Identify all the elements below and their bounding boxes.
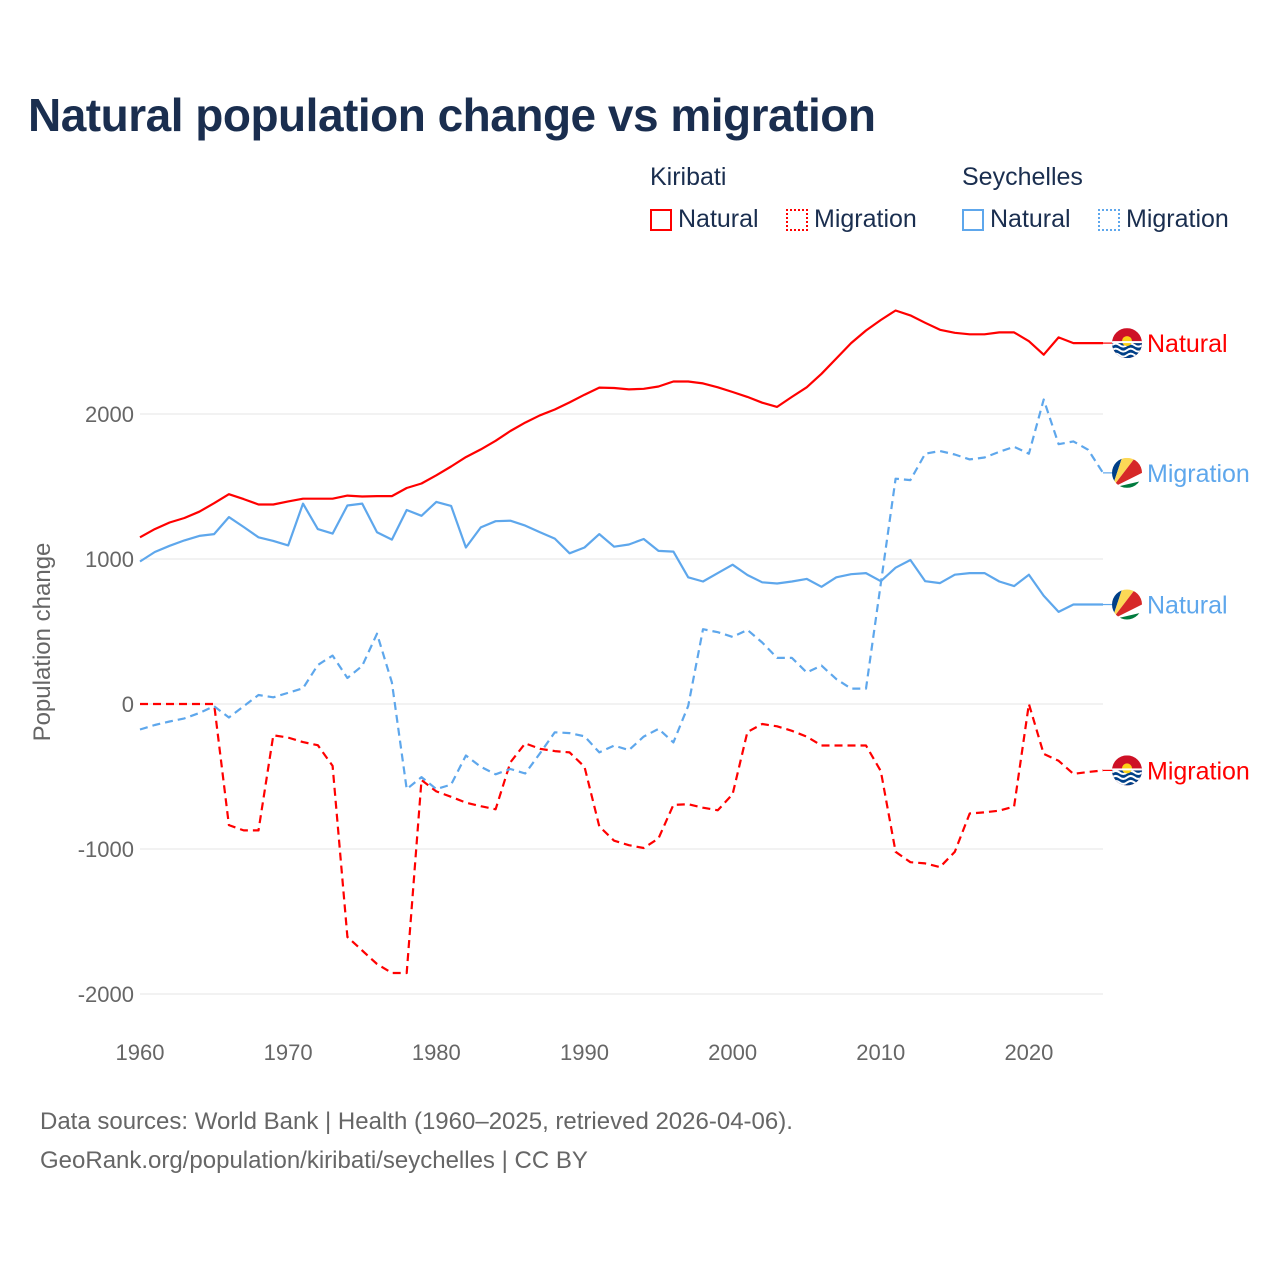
seychelles-flag-icon	[1112, 589, 1142, 620]
x-tick-label: 2020	[1004, 1040, 1053, 1065]
series-line-kiribati-migration	[140, 702, 1104, 975]
legend-label: Migration	[814, 205, 917, 233]
y-tick-label: 1000	[85, 547, 134, 572]
flag-wave	[1112, 347, 1142, 353]
flag-line	[1112, 341, 1142, 344]
x-tick-label: 1990	[560, 1040, 609, 1065]
flag-body	[1112, 589, 1142, 620]
legend-swatch-solid	[962, 208, 984, 231]
y-tick-label: -1000	[78, 837, 134, 862]
flag-red	[1112, 589, 1142, 620]
kiribati-flag-icon	[1112, 755, 1142, 786]
y-axis-title: Population change	[29, 543, 56, 742]
kiribati-flag-icon	[1112, 328, 1142, 359]
seychelles-flag-icon	[1112, 457, 1142, 488]
legend-item-seychelles-natural[interactable]: Natural	[962, 205, 1071, 234]
legend-item-kiribati-migration[interactable]: Migration	[786, 205, 917, 234]
footer-source: Data sources: World Bank | Health (1960–…	[40, 1108, 793, 1135]
flag-body	[1112, 457, 1142, 488]
y-tick-label: -2000	[78, 982, 134, 1007]
y-tick-label: 0	[122, 692, 134, 717]
legend-swatch-dotted	[1098, 208, 1120, 231]
flag-line	[1112, 768, 1142, 771]
flag-red	[1112, 457, 1142, 488]
legend-label: Migration	[1126, 205, 1229, 233]
x-tick-label: 2010	[856, 1040, 905, 1065]
flag-wave	[1112, 779, 1142, 785]
flag-body	[1112, 328, 1142, 359]
x-tick-label: 1980	[412, 1040, 461, 1065]
legend-item-kiribati-natural[interactable]: Natural	[650, 205, 759, 234]
flag-wave	[1112, 352, 1142, 358]
legend-label: Natural	[678, 205, 759, 233]
chart-title: Natural population change vs migration	[28, 89, 876, 141]
legend-swatch-dotted	[786, 208, 808, 231]
series-end-label: Migration	[1147, 460, 1250, 488]
flag-wave	[1112, 774, 1142, 780]
legend-item-seychelles-migration[interactable]: Migration	[1098, 205, 1229, 234]
series-line-seychelles-natural	[139, 500, 1103, 614]
x-tick-label: 2000	[708, 1040, 757, 1065]
legend-label: Natural	[990, 205, 1071, 233]
series-end-label: Natural	[1147, 592, 1228, 620]
legend-group-seychelles: Seychelles	[962, 163, 1083, 191]
series-line-seychelles-migration	[139, 398, 1104, 791]
y-tick-label: 2000	[85, 402, 134, 427]
legend-group-kiribati: Kiribati	[650, 163, 727, 191]
x-tick-label: 1970	[264, 1040, 313, 1065]
series-line-kiribati-natural	[139, 309, 1103, 539]
flag-body	[1112, 755, 1142, 786]
footer-link: GeoRank.org/population/kiribati/seychell…	[40, 1147, 588, 1174]
series-end-label: Natural	[1147, 330, 1228, 358]
legend-swatch-solid	[650, 208, 672, 231]
x-tick-label: 1960	[116, 1040, 165, 1065]
series-end-label: Migration	[1147, 757, 1250, 785]
